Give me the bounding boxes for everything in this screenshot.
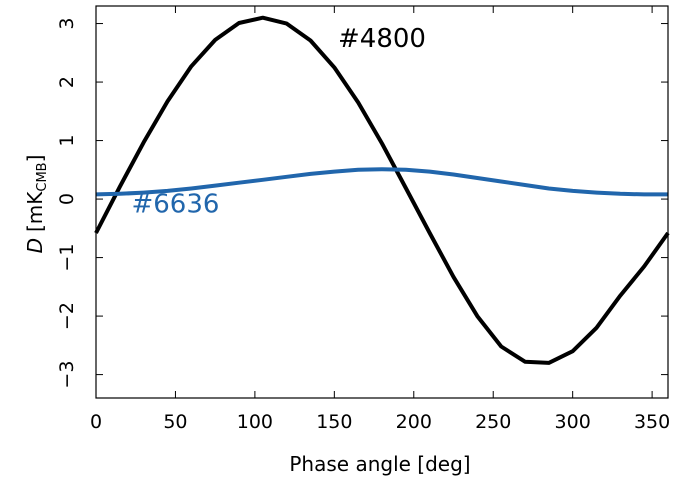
x-tick-label: 200 — [396, 411, 432, 433]
y-tick-label: 2 — [56, 76, 78, 88]
x-axis-label: Phase angle [deg] — [289, 452, 470, 476]
x-tick-label: 250 — [475, 411, 511, 433]
x-tick-label: 150 — [316, 411, 352, 433]
y-axis: −3 −2 −1 0 1 2 3 — [56, 18, 668, 389]
y-tick-label: −3 — [56, 361, 78, 389]
x-tick-label: 350 — [634, 411, 670, 433]
y-axis-unit-sub: CMB — [35, 162, 50, 191]
y-tick-label: 1 — [56, 135, 78, 147]
y-axis-unit-prefix: [mK — [23, 191, 47, 232]
x-tick-label: 100 — [237, 411, 273, 433]
x-tick-label: 50 — [163, 411, 187, 433]
series-label-2: #6636 — [131, 190, 219, 220]
series-line-1 — [94, 15, 670, 365]
series-label-1: #4800 — [338, 24, 426, 54]
y-axis-symbol: D — [23, 238, 47, 253]
plot-area: #4800 #6636 — [94, 5, 670, 399]
plot-frame — [95, 5, 669, 399]
x-tick-label: 0 — [90, 411, 102, 433]
y-tick-label: 0 — [56, 193, 78, 205]
y-tick-label: −1 — [56, 244, 78, 272]
series-line-2 — [95, 167, 668, 197]
y-tick-label: −2 — [56, 302, 78, 330]
y-axis-label: D [mKCMB] — [23, 155, 50, 254]
y-tick-label: 3 — [56, 18, 78, 30]
y-axis-unit-suffix: ] — [23, 155, 47, 163]
x-tick-label: 300 — [555, 411, 591, 433]
x-axis: 0 50 100 150 200 250 300 350 — [90, 6, 670, 433]
